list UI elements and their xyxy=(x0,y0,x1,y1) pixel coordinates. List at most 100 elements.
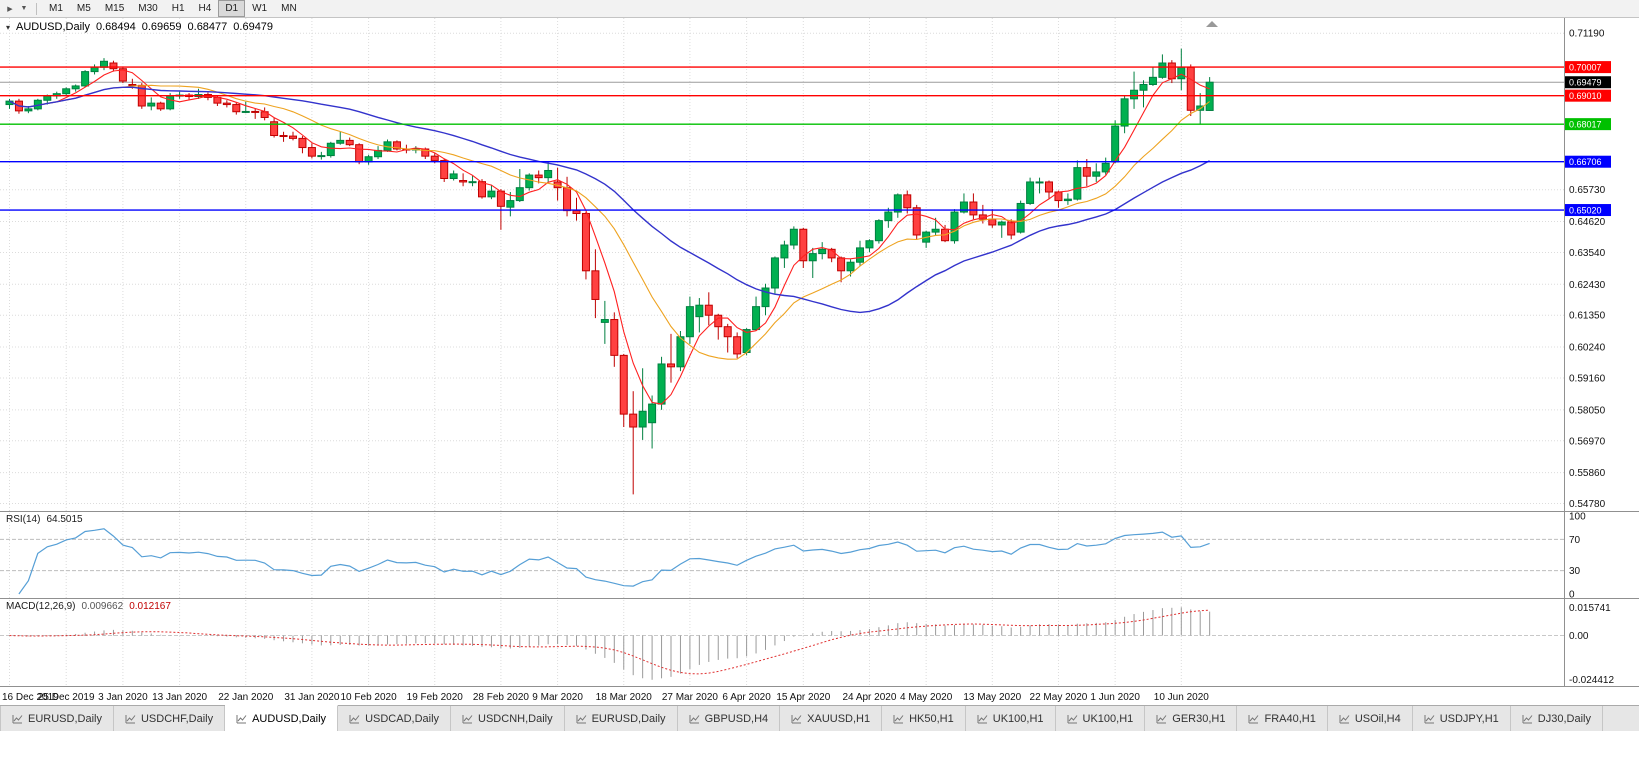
collapse-arrow-icon[interactable]: ▾ xyxy=(6,22,11,32)
macd-axis-max: 0.015741 xyxy=(1569,603,1611,614)
chart-tab-dj30-daily[interactable]: DJ30,Daily xyxy=(1510,706,1603,731)
trading-terminal: ▶ ▼ M1 M5 M15 M30 H1 H4 D1 W1 MN 0.71190 0.65730 0… xyxy=(0,0,1639,731)
chart-tab-usdchf-daily[interactable]: USDCHF,Daily xyxy=(113,706,226,731)
timeframe-button-m1[interactable]: M1 xyxy=(49,3,63,14)
hline-price-label xyxy=(1565,204,1611,217)
mini-chart-icon xyxy=(236,714,247,723)
toolbar-separator xyxy=(36,2,37,15)
hline-price-label xyxy=(1565,118,1611,131)
timeframe-button-d1[interactable]: D1 xyxy=(218,0,246,17)
time-axis[interactable] xyxy=(0,687,1639,705)
chart-tab-eurusd-daily[interactable]: EURUSD,Daily xyxy=(564,706,678,731)
rsi-axis-tick: 30 xyxy=(1569,566,1581,577)
mini-chart-icon xyxy=(977,714,988,723)
timeframe-button-mn[interactable]: MN xyxy=(281,3,297,14)
tab-label: USDCNH,Daily xyxy=(478,712,553,725)
chart-area: 0.71190 0.65730 0.64620 0.63540 0.62430 0.613… xyxy=(0,18,1639,705)
macd-axis-zero: 0.00 xyxy=(1569,631,1589,642)
price-axis-tick: 0.63540 xyxy=(1569,248,1606,259)
ohlc-low: 0.68477 xyxy=(187,21,228,33)
tab-label: USDCAD,Daily xyxy=(365,712,440,725)
tab-label: HK50,H1 xyxy=(909,712,954,725)
chart-tab-ger30-h1[interactable]: GER30,H1 xyxy=(1145,706,1238,731)
hline-price-text: 0.69010 xyxy=(1569,91,1602,101)
rsi-line xyxy=(18,528,1210,595)
price-axis-tick: 0.71190 xyxy=(1569,29,1605,40)
timeframe-button-w1[interactable]: W1 xyxy=(252,3,268,14)
ohlc-open: 0.68494 xyxy=(95,21,136,33)
timeframe-button-m5[interactable]: M5 xyxy=(76,3,91,14)
mini-chart-icon xyxy=(1156,714,1167,723)
time-axis-label: 18 Mar 2020 xyxy=(596,692,653,703)
mini-chart-icon xyxy=(1339,714,1350,723)
timeframe-toolbar: ▶ ▼ M1 M5 M15 M30 H1 H4 D1 W1 MN xyxy=(0,0,1639,18)
time-axis-label: 28 Feb 2020 xyxy=(473,692,530,703)
mini-chart-icon xyxy=(576,714,586,723)
chart-tab-eurusd-daily[interactable]: EURUSD,Daily xyxy=(0,706,114,731)
timeframe-button-m15[interactable]: M15 xyxy=(104,3,125,14)
hline-price-text: 0.68017 xyxy=(1569,120,1602,130)
chart-tab-xauusd-h1[interactable]: XAUUSD,H1 xyxy=(780,706,883,731)
rsi-axis-tick: 0 xyxy=(1569,590,1575,601)
chart-shift-icon[interactable]: ▼ xyxy=(20,5,28,12)
tab-label: AUDUSD,Daily xyxy=(252,712,327,725)
time-axis-label: 16 Dec 2019 xyxy=(2,692,59,703)
chart-tab-usdcad-daily[interactable]: USDCAD,Daily xyxy=(338,706,452,731)
time-axis-label: 13 May 2020 xyxy=(963,692,1021,703)
time-axis-label: 31 Jan 2020 xyxy=(284,692,339,703)
tab-label: EURUSD,Daily xyxy=(591,712,666,725)
chart-tab-gbpusd-h4[interactable]: GBPUSD,H4 xyxy=(677,706,781,731)
macd-main-value: 0.009662 xyxy=(81,601,124,612)
price-axis-tick: 0.56970 xyxy=(1569,436,1606,447)
tab-label: USDJPY,H1 xyxy=(1439,712,1499,725)
hline-price-text: 0.70007 xyxy=(1569,63,1602,73)
mini-chart-icon xyxy=(125,714,136,723)
hline-price-label xyxy=(1565,155,1611,168)
auto-scroll-icon[interactable]: ▶ xyxy=(7,5,13,13)
timeframe-button-h4[interactable]: H4 xyxy=(198,3,212,14)
timeframe-button-m30[interactable]: M30 xyxy=(138,3,158,14)
macd-signal-line xyxy=(9,609,1210,675)
mini-chart-icon xyxy=(1248,714,1259,723)
time-axis-label: 22 May 2020 xyxy=(1030,692,1088,703)
time-axis-label: 1 Jun 2020 xyxy=(1090,692,1140,703)
tab-label: UK100,H1 xyxy=(992,712,1044,725)
tab-label: FRA40,H1 xyxy=(1264,712,1316,725)
mini-chart-icon xyxy=(462,714,473,723)
ohlc-high: 0.69659 xyxy=(141,21,182,33)
chart-tab-usoil-h4[interactable]: USOil,H4 xyxy=(1327,706,1413,731)
price-axis-tick: 0.58050 xyxy=(1569,405,1606,416)
tab-label: DJ30,Daily xyxy=(1537,712,1591,725)
chart-shift-marker[interactable] xyxy=(1206,21,1218,27)
chart-tab-hk50-h1[interactable]: HK50,H1 xyxy=(882,706,966,731)
chart-tab-uk100-h1[interactable]: UK100,H1 xyxy=(1055,706,1146,731)
price-axis-tick: 0.55860 xyxy=(1569,468,1606,479)
mini-chart-icon xyxy=(791,714,802,723)
rsi-value: 64.5015 xyxy=(46,514,83,525)
price-chart-canvas[interactable]: 0.71190 0.65730 0.64620 0.63540 0.62430 0.613… xyxy=(0,18,1639,705)
chart-tab-usdjpy-h1[interactable]: USDJPY,H1 xyxy=(1412,706,1511,731)
time-axis-label: 15 Apr 2020 xyxy=(776,692,830,703)
macd-indicator-label: MACD(12,26,9) 0.009662 0.012167 xyxy=(6,601,171,612)
rsi-axis-tick: 100 xyxy=(1569,512,1586,523)
mini-chart-icon xyxy=(689,714,699,723)
time-axis-label: 19 Feb 2020 xyxy=(407,692,464,703)
price-axis-tick: 0.60240 xyxy=(1569,343,1606,354)
current-price-label xyxy=(1565,76,1611,89)
hline-price-text: 0.66706 xyxy=(1569,157,1602,167)
chart-tab-uk100-h1[interactable]: UK100,H1 xyxy=(965,706,1056,731)
time-axis-label: 24 Apr 2020 xyxy=(842,692,896,703)
current-price-text: 0.69479 xyxy=(1569,78,1602,88)
mini-chart-icon xyxy=(12,714,23,723)
macd-axis-min: -0.024412 xyxy=(1569,675,1614,686)
price-axis-tick: 0.62430 xyxy=(1569,280,1606,291)
time-axis-label: 27 Mar 2020 xyxy=(662,692,719,703)
chart-tab-fra40-h1[interactable]: FRA40,H1 xyxy=(1237,706,1328,731)
chart-tab-audusd-daily[interactable]: AUDUSD,Daily xyxy=(225,705,339,731)
time-axis-label: 22 Jan 2020 xyxy=(218,692,273,703)
mini-chart-icon xyxy=(1067,714,1077,723)
tab-label: GBPUSD,H4 xyxy=(704,712,769,725)
tab-label: USDCHF,Daily xyxy=(140,712,214,725)
chart-tab-usdcnh-daily[interactable]: USDCNH,Daily xyxy=(451,706,565,731)
timeframe-button-h1[interactable]: H1 xyxy=(171,3,185,14)
